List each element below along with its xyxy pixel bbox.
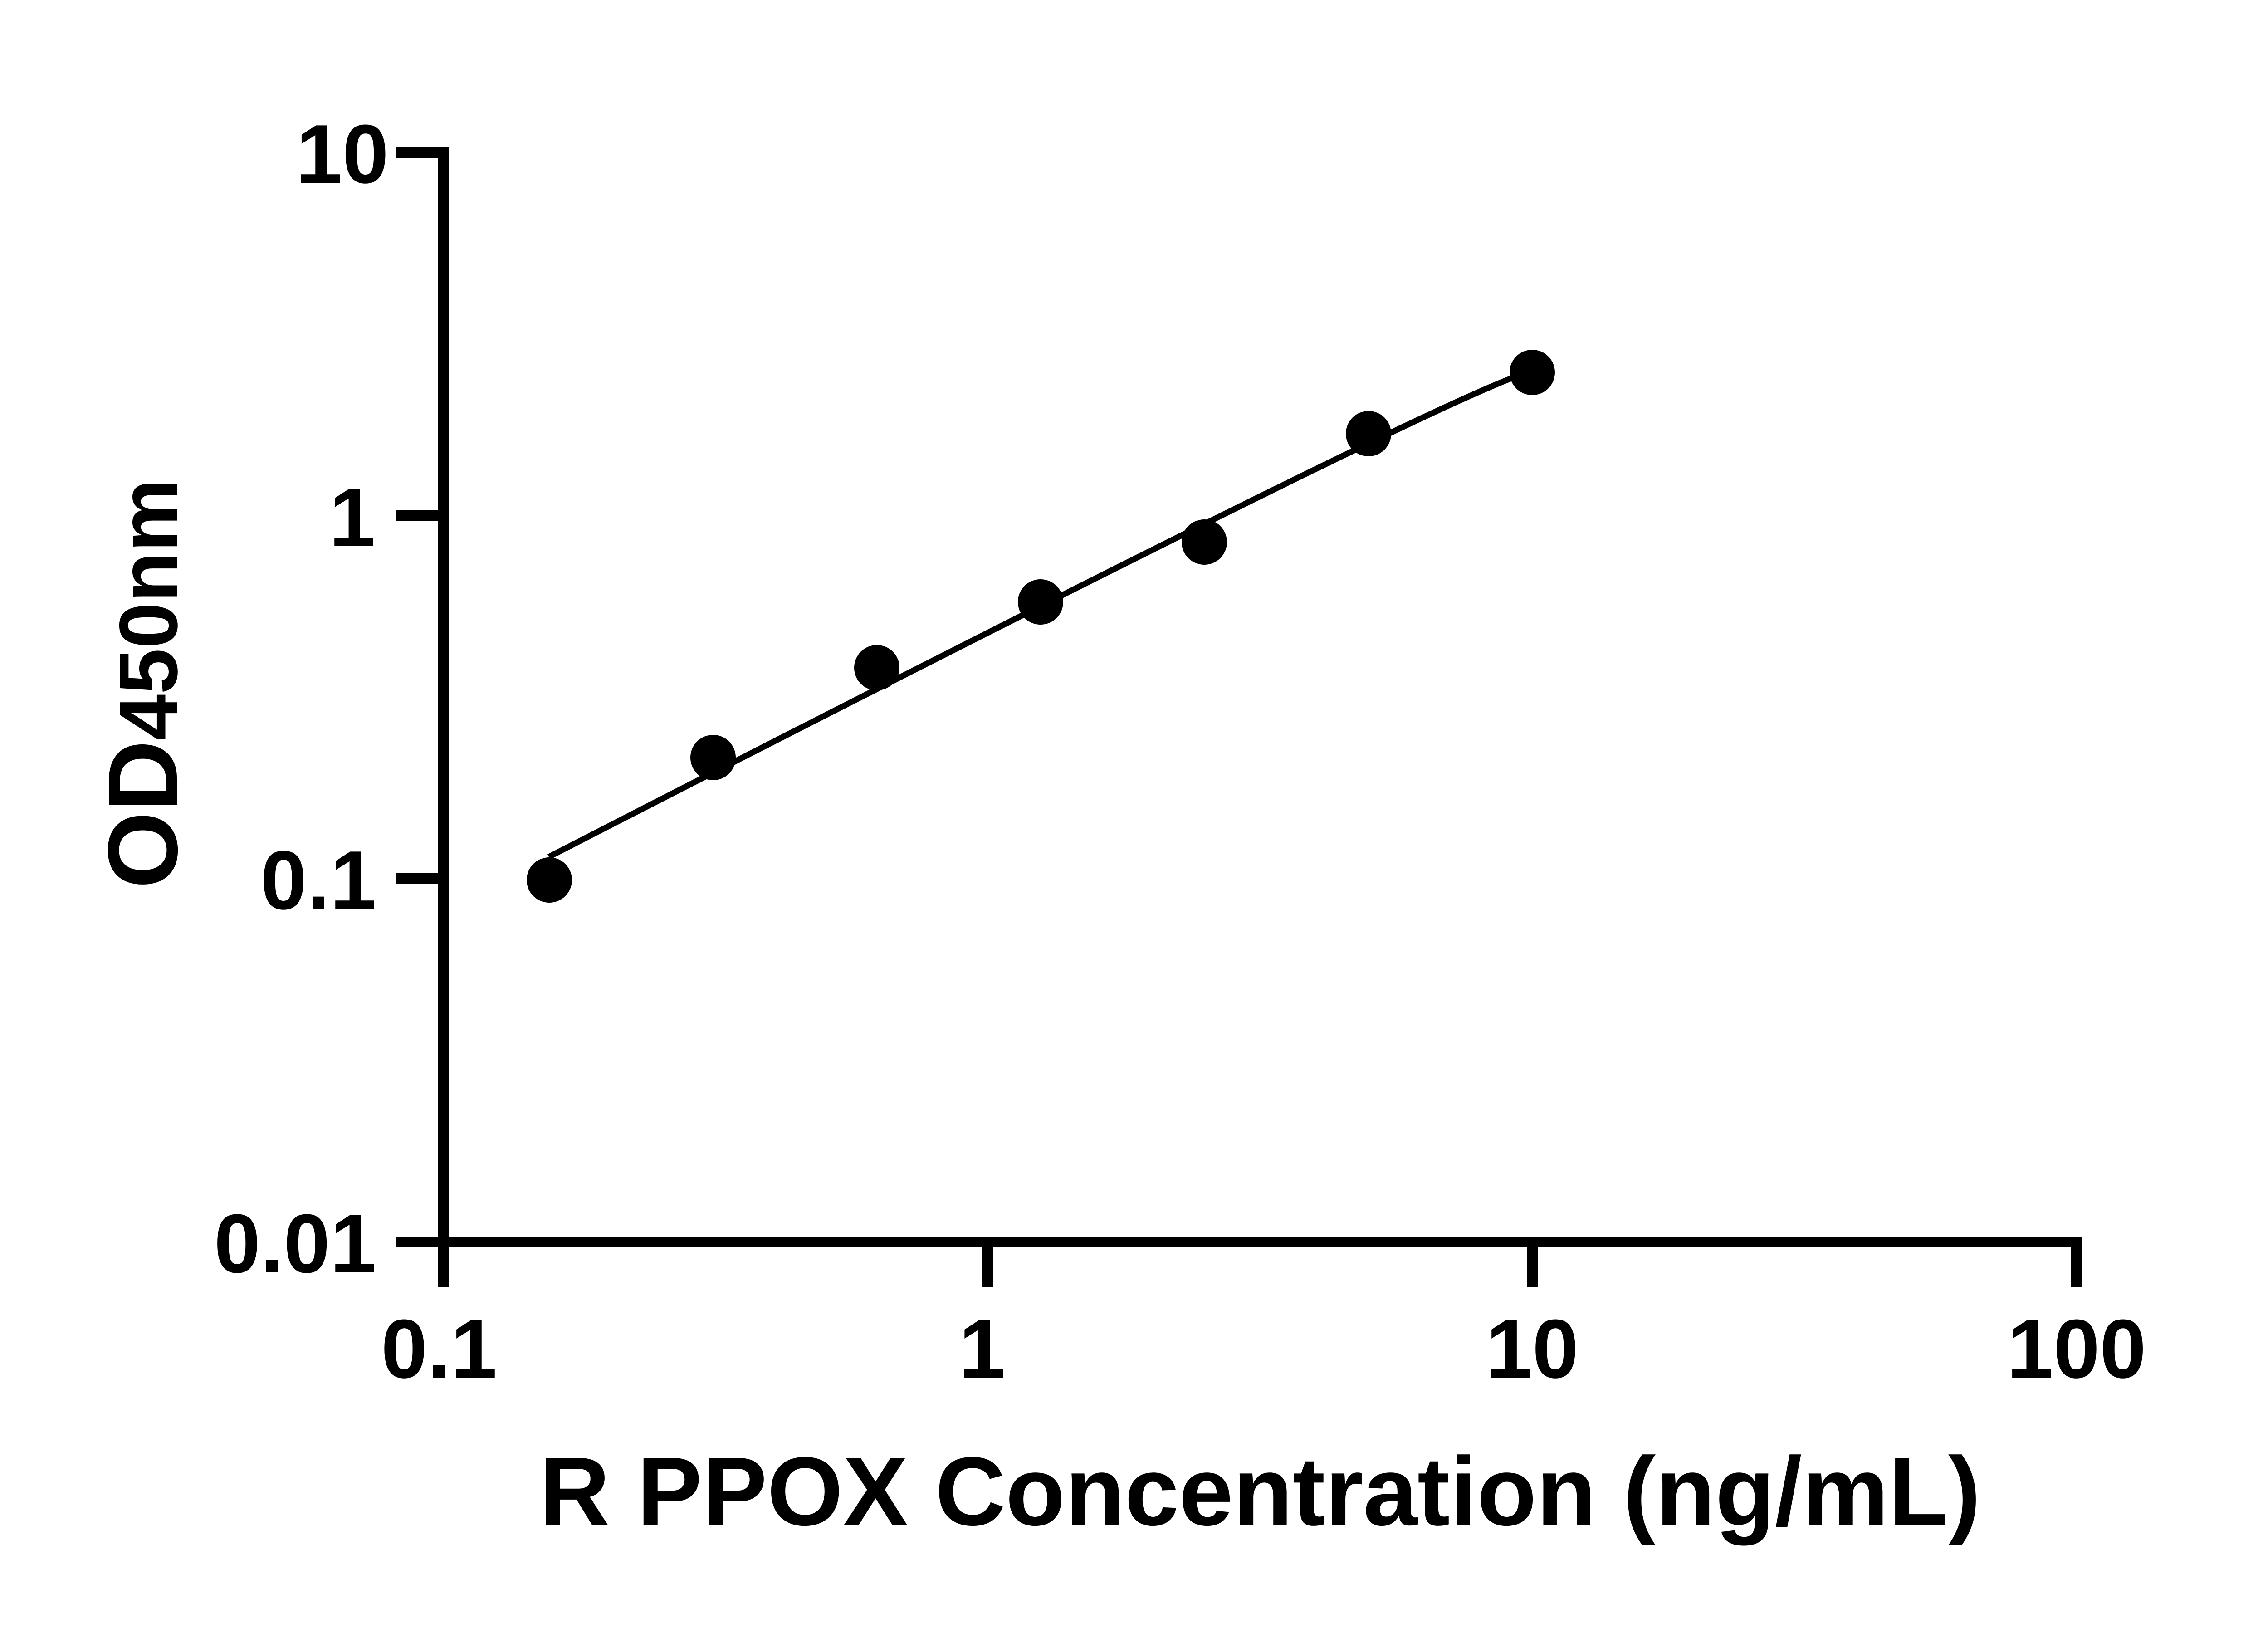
svg-text:0.1: 0.1 bbox=[381, 1302, 497, 1395]
svg-text:1: 1 bbox=[959, 1302, 1005, 1395]
svg-text:1: 1 bbox=[329, 470, 376, 564]
svg-text:0.01: 0.01 bbox=[214, 1197, 376, 1290]
svg-text:R PPOX Concentration (ng/mL): R PPOX Concentration (ng/mL) bbox=[539, 1437, 1980, 1546]
svg-text:OD450nm: OD450nm bbox=[88, 479, 198, 889]
svg-text:100: 100 bbox=[2007, 1302, 2146, 1395]
svg-text:10: 10 bbox=[296, 107, 389, 200]
svg-text:0.1: 0.1 bbox=[260, 833, 376, 927]
svg-text:10: 10 bbox=[1486, 1302, 1579, 1395]
